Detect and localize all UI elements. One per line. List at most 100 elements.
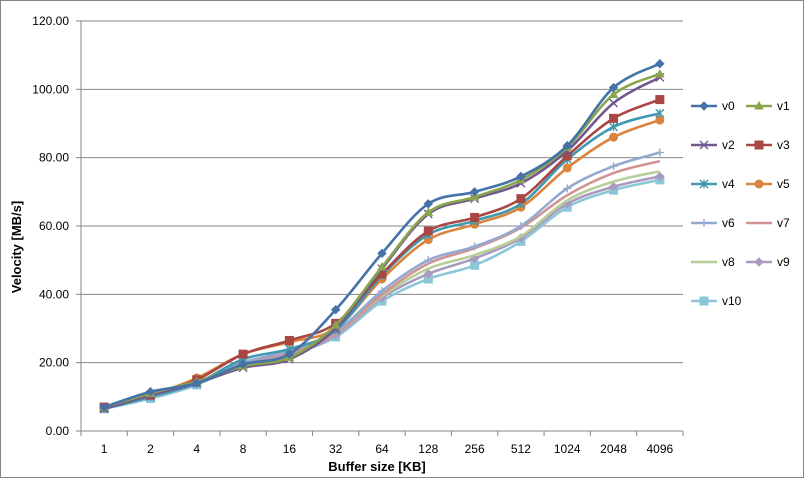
legend-item-v0: v0 [691,99,735,113]
data-point-v3 [516,194,526,204]
legend-item-v7: v7 [746,216,790,230]
data-point-v6 [470,242,479,251]
data-point-v0 [516,171,526,182]
legend-marker [699,140,709,150]
x-tick-label: 256 [465,442,485,456]
data-point-v9 [608,182,619,192]
data-point-v4 [655,108,665,118]
data-point-v4 [609,122,619,132]
data-point-v3 [470,212,480,222]
data-point-v3 [284,335,294,345]
x-tick-label: 8 [240,442,247,456]
axes: 0.00 20.00 40.00 60.00 80.00 100.00 120.00 1 2 4 8… [32,14,684,456]
data-point-v0 [145,387,156,397]
series-line-v0 [103,62,661,409]
data-point-v5 [655,115,665,125]
y-tick-label: 80.00 [39,151,69,165]
series-v4 [99,108,665,414]
series-v1 [99,68,665,411]
legend-marker [699,296,709,306]
data-point-v0 [192,378,202,388]
data-point-v1 [377,261,387,271]
x-tick-label: 512 [511,442,531,456]
legend-label: v7 [777,216,790,230]
legend-label: v1 [777,99,790,113]
data-point-v0 [330,305,341,315]
data-point-v3 [423,226,433,236]
legend-item-v4: v4 [691,177,735,191]
y-tick-label: 0.00 [46,424,70,438]
legend-marker [699,101,709,111]
legend-label: v8 [722,255,735,269]
y-tick-label: 60.00 [39,219,69,233]
legend-marker [754,140,764,150]
data-point-v9 [423,269,434,279]
legend-label: v9 [777,255,790,269]
x-tick-label: 128 [418,442,438,456]
series-v0 [99,59,665,412]
legend-item-v6: v6 [691,216,735,230]
data-point-v1 [330,320,341,329]
legend-item-v1: v1 [746,99,790,113]
data-point-v1 [654,68,665,78]
series-v2 [99,72,665,414]
legend-marker [754,100,764,110]
y-tick-label: 40.00 [39,287,69,301]
legend-item-v9: v9 [746,255,790,269]
data-point-v0 [423,199,434,209]
data-point-v0 [284,349,295,359]
x-tick-label: 64 [375,442,389,456]
series-line-v1 [103,72,661,409]
data-point-v6 [563,184,572,193]
data-point-v0 [608,82,619,93]
data-point-v2 [609,98,619,108]
data-point-v0 [377,248,387,259]
grid-lines [81,20,683,364]
legend-item-v3: v3 [746,138,790,152]
x-tick-label: 4096 [646,442,673,456]
x-tick-label: 1024 [554,442,581,456]
data-point-v5 [562,163,572,173]
legend-marker [699,179,709,189]
legend-label: v6 [722,216,735,230]
data-point-v9 [655,171,665,182]
data-point-v6 [655,148,664,157]
legend-label: v3 [777,138,790,152]
x-tick-label: 32 [329,442,343,456]
y-tick-label: 20.00 [39,356,69,370]
x-tick-label: 4 [193,442,200,456]
x-tick-label: 16 [283,442,297,456]
data-point-v6 [609,162,618,171]
y-tick-label: 120.00 [32,14,69,28]
data-point-v6 [424,256,433,265]
legend: v0 v1 v2 v3 v4 v5 v6 v7 v8 v9 v10 [691,99,790,308]
legend-marker [754,179,764,189]
data-point-v6 [378,286,386,295]
legend-item-v8: v8 [691,255,735,269]
legend-marker [700,219,708,227]
legend-label: v2 [722,138,735,152]
legend-label: v5 [777,177,790,191]
data-point-v0 [238,359,248,370]
y-axis-title: Velocity [MB/s] [9,201,24,293]
legend-item-v2: v2 [691,138,735,152]
data-point-v0 [99,402,109,412]
data-point-v0 [655,59,665,69]
x-tick-label: 1 [101,442,108,456]
legend-label: v10 [722,294,742,308]
data-point-v3 [238,349,248,359]
data-point-v6 [516,222,525,230]
data-point-v1 [423,207,434,216]
data-point-v0 [469,187,480,197]
legend-item-v5: v5 [746,177,790,191]
series-group [99,59,665,414]
legend-marker [754,257,764,267]
legend-label: v4 [722,177,735,191]
data-point-v5 [609,132,619,142]
x-tick-label: 2 [147,442,154,456]
data-point-v1 [608,89,619,98]
legend-item-v10: v10 [691,294,742,308]
data-point-v0 [562,141,572,151]
